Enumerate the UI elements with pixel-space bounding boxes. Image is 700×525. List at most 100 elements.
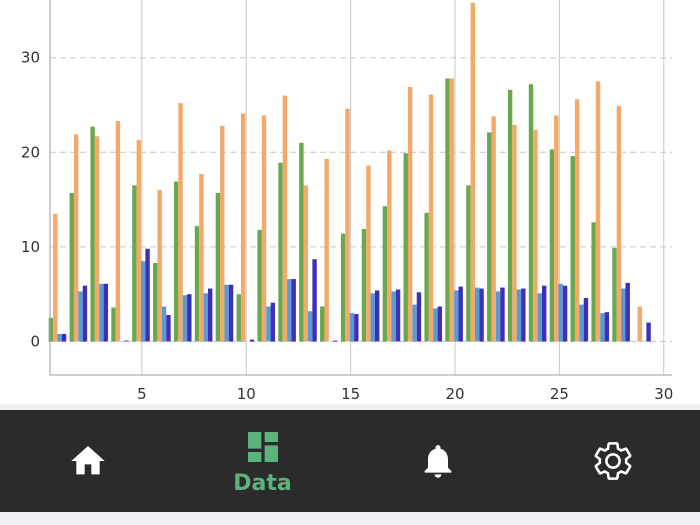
- chart-bar: [449, 78, 455, 342]
- chart-bar: [140, 261, 146, 342]
- chart-bar: [470, 2, 475, 342]
- chart-bar: [215, 192, 221, 342]
- chart-bar: [287, 279, 292, 342]
- chart-bar: [203, 293, 208, 342]
- chart-bar: [333, 340, 338, 342]
- nav-item-notifications[interactable]: [350, 410, 525, 512]
- chart-bar: [82, 285, 88, 342]
- chart-bar: [61, 333, 67, 342]
- chart-bar: [240, 113, 246, 342]
- chart-bar: [591, 222, 596, 342]
- system-bar: [0, 512, 700, 525]
- bell-icon: [424, 445, 451, 478]
- chart-bar: [595, 81, 601, 342]
- chart-bar: [103, 283, 109, 342]
- chart-bar: [574, 99, 580, 342]
- chart-bar: [157, 190, 162, 342]
- chart-bar: [612, 247, 617, 342]
- chart-bar: [637, 306, 642, 342]
- chart-bar: [57, 333, 62, 342]
- nav-label-data: Data: [233, 470, 292, 496]
- nav-item-settings[interactable]: [525, 410, 700, 512]
- chart-bar: [161, 306, 167, 342]
- chart-bar: [111, 307, 116, 342]
- chart-bar: [182, 295, 188, 342]
- chart-bar: [199, 174, 204, 342]
- chart-bar: [487, 132, 492, 342]
- nav-item-data[interactable]: Data: [175, 410, 350, 512]
- y-tick-label: 20: [21, 143, 40, 161]
- x-tick-label: 25: [550, 385, 569, 403]
- chart-bar: [94, 136, 100, 342]
- chart-bar: [261, 115, 267, 342]
- chart-bar: [395, 289, 401, 342]
- chart-bar: [437, 306, 443, 342]
- home-icon: [70, 446, 105, 475]
- x-tick-label: 15: [341, 385, 360, 403]
- chart-bar: [99, 283, 104, 342]
- chart-bar: [145, 248, 150, 342]
- chart-bar: [479, 288, 484, 342]
- chart-bar: [257, 229, 262, 342]
- chart-bar: [621, 288, 626, 342]
- chart-bar: [115, 121, 121, 342]
- chart-bar: [412, 304, 417, 342]
- chart-bar: [220, 125, 225, 342]
- chart-bar: [340, 233, 346, 342]
- chart-bar: [78, 291, 83, 342]
- chart-bar: [375, 290, 380, 342]
- chart-bar: [537, 293, 542, 342]
- chart-bar: [507, 89, 513, 342]
- chart-bar: [370, 293, 375, 342]
- chart-bar: [73, 134, 79, 342]
- x-tick-label: 10: [237, 385, 256, 403]
- chart-bar: [324, 158, 329, 342]
- x-tick-label: 20: [445, 385, 464, 403]
- chart-bar: [521, 288, 526, 342]
- chart-bar: [173, 181, 179, 342]
- chart-bar: [382, 206, 388, 342]
- chart-bar: [69, 192, 74, 342]
- chart-bar: [208, 288, 213, 342]
- chart-bar: [48, 317, 54, 342]
- chart-bar: [266, 306, 271, 342]
- chart-bar: [428, 94, 434, 342]
- chart-bar: [53, 213, 58, 342]
- bottom-navigation-bar: Data: [0, 410, 700, 512]
- chart-bar: [132, 185, 137, 342]
- chart-bar: [320, 306, 325, 342]
- chart-bar: [558, 283, 563, 342]
- chart-bar: [166, 315, 171, 342]
- chart-bar: [312, 259, 317, 342]
- chart-bar: [403, 153, 408, 342]
- chart-bar: [491, 116, 496, 342]
- dashboard-icon: [247, 431, 278, 462]
- chart-bar: [187, 294, 192, 342]
- chart-bar: [349, 313, 355, 342]
- chart-bar: [136, 140, 141, 342]
- chart-bar: [366, 165, 371, 342]
- chart-bar: [361, 228, 367, 342]
- chart-bar: [303, 185, 308, 342]
- chart-bar: [512, 124, 517, 342]
- bar-chart: 0 10 20 30 5 10 15 20 25 30: [20, 0, 674, 403]
- chart-bar: [236, 294, 241, 342]
- nav-item-home[interactable]: [0, 410, 175, 512]
- chart-bar: [533, 129, 538, 342]
- chart-bar: [495, 291, 501, 342]
- chart-bar: [391, 291, 396, 342]
- x-tick-label: 5: [137, 385, 147, 403]
- chart-bar: [354, 314, 359, 342]
- chart-bar: [625, 282, 630, 342]
- chart-bar: [299, 142, 304, 342]
- chart-bar: [270, 302, 276, 342]
- chart-bar: [387, 150, 392, 342]
- chart-bar: [228, 284, 234, 342]
- chart-bar: [516, 289, 522, 342]
- chart-divider: [0, 404, 700, 410]
- chart-bar: [500, 287, 505, 342]
- chart-bar: [549, 149, 555, 342]
- gear-icon: [594, 442, 631, 480]
- chart-bar: [474, 287, 480, 342]
- chart-bar: [249, 339, 255, 342]
